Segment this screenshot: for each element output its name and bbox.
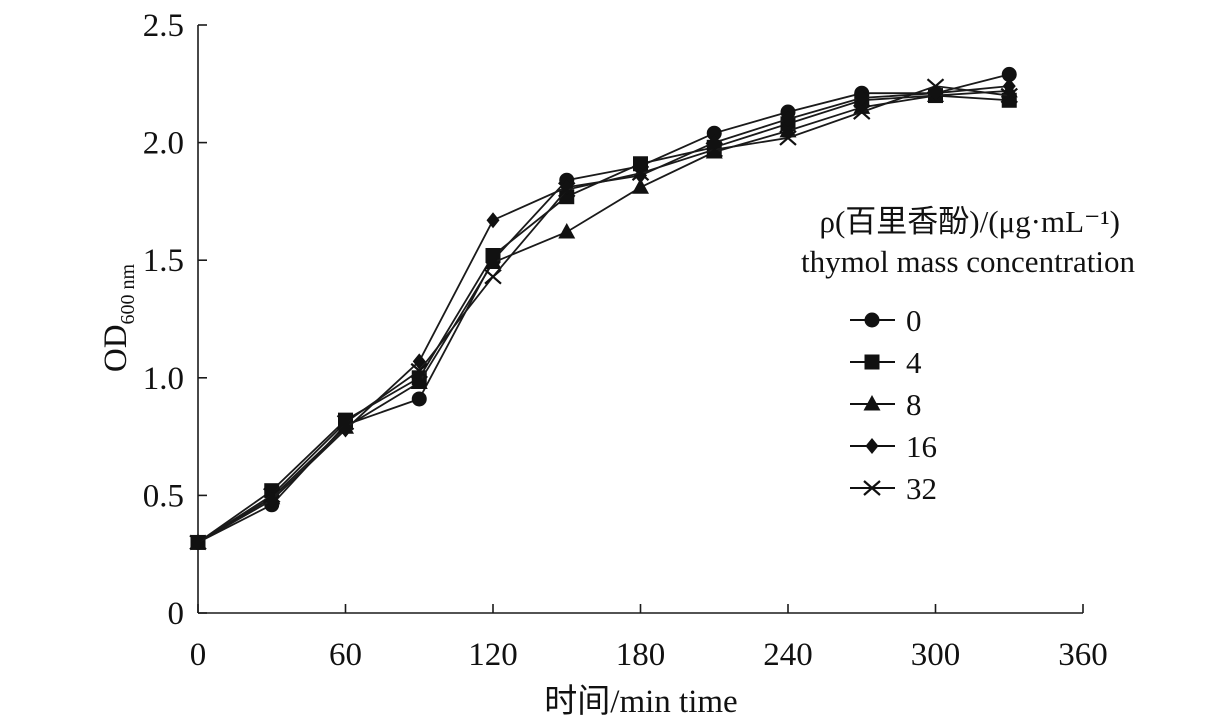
x-tick-label: 120 — [468, 637, 518, 673]
legend-marker — [863, 480, 881, 496]
series-line — [197, 85, 1010, 544]
legend-label: 0 — [906, 303, 922, 338]
data-point — [336, 414, 355, 431]
data-point — [411, 391, 427, 407]
data-point — [633, 156, 648, 172]
data-point — [631, 165, 650, 182]
data-point — [558, 181, 576, 198]
data-point — [265, 492, 279, 509]
data-point — [1000, 87, 1018, 104]
data-point — [706, 125, 722, 141]
x-tick-label: 0 — [190, 637, 207, 673]
data-point — [1002, 78, 1016, 95]
legend-label: 4 — [906, 345, 922, 380]
y-tick-label: 1.0 — [143, 361, 184, 397]
series-0 — [190, 66, 1017, 550]
series-16 — [191, 78, 1016, 551]
legend-title-line2: thymol mass concentration — [801, 244, 1136, 279]
legend-item-0: 0 — [850, 303, 922, 338]
data-point — [484, 253, 502, 270]
x-tick-label: 60 — [329, 637, 362, 673]
legend-marker — [865, 438, 879, 454]
data-point — [558, 222, 576, 239]
data-point — [486, 212, 500, 229]
x-tick-label: 300 — [911, 637, 961, 673]
legend-marker — [864, 312, 880, 328]
data-point — [855, 89, 869, 106]
legend: ρ(百里香酚)/(μg·mL⁻¹) thymol mass concentrat… — [801, 204, 1136, 506]
legend-marker — [864, 354, 880, 370]
series-layer — [189, 66, 1018, 551]
series-32 — [189, 78, 1018, 551]
data-point — [410, 373, 428, 390]
data-point — [781, 111, 795, 128]
series-line — [197, 73, 1010, 544]
y-tick-label: 2.5 — [143, 8, 184, 44]
y-axis-title-sub: 600 nm — [117, 263, 139, 324]
data-point — [484, 268, 502, 285]
legend-label: 32 — [906, 471, 937, 506]
legend-item-8: 8 — [850, 387, 922, 422]
legend-label: 16 — [906, 429, 937, 464]
data-point — [263, 487, 281, 504]
series-line — [197, 85, 1010, 544]
data-point — [189, 534, 207, 551]
data-point — [779, 130, 797, 146]
data-point — [410, 362, 428, 379]
axes: 0 0.5 1.0 1.5 2.0 2.5 0 60 120 180 240 300 360 — [143, 8, 1108, 673]
y-tick-label: 0 — [168, 596, 185, 632]
x-axis-title: 时间/min time — [544, 684, 737, 720]
legend-item-16: 16 — [850, 429, 937, 464]
x-tick-label: 360 — [1058, 637, 1108, 673]
legend-item-32: 32 — [850, 471, 937, 506]
series-line — [197, 94, 1010, 544]
data-point — [853, 104, 871, 120]
series-8 — [189, 81, 1018, 549]
data-point — [705, 141, 723, 158]
y-axis-title-main: OD — [98, 324, 134, 372]
legend-title-line1: ρ(百里香酚)/(μg·mL⁻¹) — [819, 204, 1120, 239]
y-tick-label: 0.5 — [143, 478, 184, 514]
legend-label: 8 — [906, 387, 922, 422]
legend-item-4: 4 — [850, 345, 922, 380]
x-tick-label: 180 — [616, 637, 666, 673]
y-axis-title: OD600 nm — [98, 263, 139, 372]
series-line — [197, 89, 1010, 544]
y-tick-label: 2.0 — [143, 126, 184, 162]
y-tick-label: 1.5 — [143, 243, 184, 279]
x-tick-label: 240 — [763, 637, 813, 673]
legend-marker — [863, 395, 881, 411]
data-point — [1001, 66, 1017, 82]
data-point — [926, 78, 945, 94]
data-point — [632, 178, 649, 194]
